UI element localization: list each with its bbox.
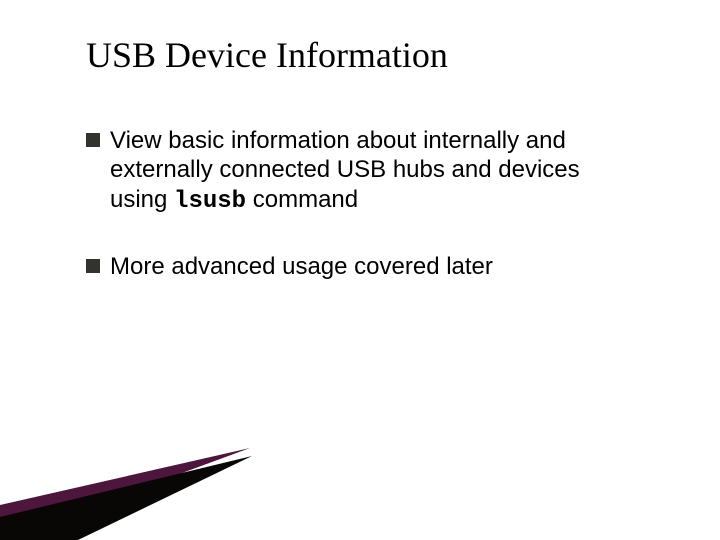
slide-body: View basic information about internally … [86,126,636,319]
code-run: lsusb [174,188,246,215]
bullet-icon [86,259,100,273]
text-run: command [246,186,358,213]
bullet-text: View basic information about internally … [110,126,636,216]
wedge-dark-icon [0,445,260,540]
slide: USB Device Information View basic inform… [0,0,720,540]
slide-title: USB Device Information [86,34,448,76]
list-item: More advanced usage covered later [86,252,636,283]
bullet-text: More advanced usage covered later [110,252,493,283]
bullet-icon [86,133,100,147]
list-item: View basic information about internally … [86,126,636,216]
text-run: More advanced usage covered later [110,253,493,280]
